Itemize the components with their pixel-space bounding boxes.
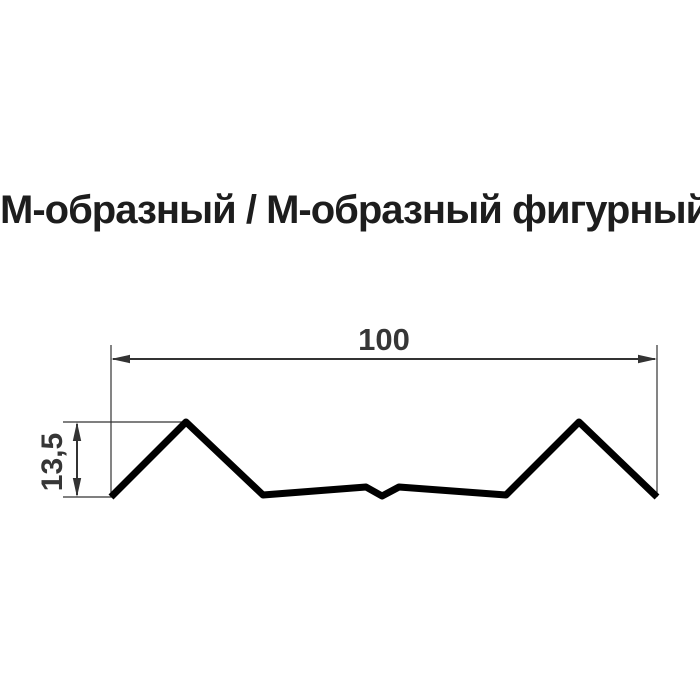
arrowhead-left <box>111 354 130 364</box>
width-dimension-label: 100 <box>358 322 410 357</box>
page-title: М-образный / М-образный фигурный <box>0 188 700 232</box>
profile-outline <box>108 418 660 500</box>
height-dimension-label: 13,5 <box>36 433 69 491</box>
arrowhead-down <box>72 478 82 497</box>
arrowhead-up <box>72 422 82 441</box>
arrowhead-right <box>638 354 657 364</box>
